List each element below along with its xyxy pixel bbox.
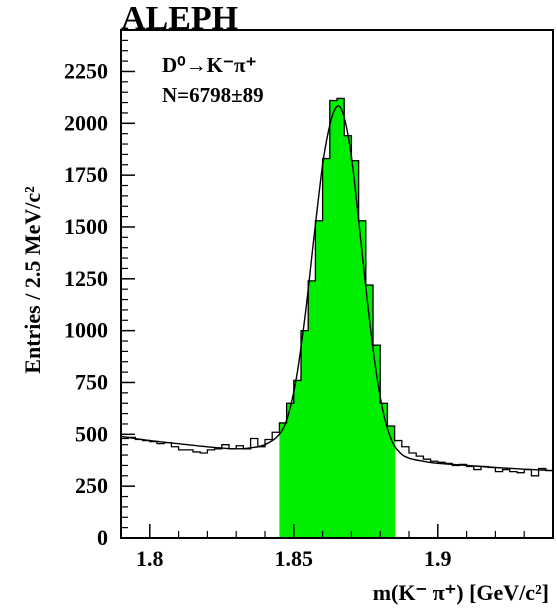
y-tick-label: 2000: [64, 110, 108, 135]
signal-bin: [322, 158, 331, 538]
signal-bin: [365, 285, 374, 538]
annotation-count: N=6798±89: [162, 83, 264, 107]
y-tick-label: 1000: [64, 318, 108, 343]
histogram-outline: [121, 97, 553, 477]
signal-bin: [279, 422, 288, 538]
y-tick-label: 0: [97, 525, 108, 550]
y-axis-label: Entries / 2.5 MeV/c²: [20, 186, 45, 374]
fit-curve-layer: [120, 105, 554, 472]
signal-bin: [329, 100, 338, 538]
signal-bin: [373, 345, 381, 538]
x-tick-label: 1.8: [136, 546, 164, 571]
signal-bin: [308, 280, 316, 538]
fit-curve: [120, 105, 554, 472]
signal-bin: [344, 135, 352, 538]
chart-title: ALEPH: [121, 0, 238, 37]
axis-ticks-layer: 0 250 500 750 1000 1250 1500 1750 2000 2250 1.8 1.8…: [64, 39, 554, 571]
annotation-decay: D⁰→K⁻π⁺: [162, 53, 257, 77]
plot-frame: [120, 29, 554, 539]
signal-bin: [351, 160, 360, 538]
histogram-layer: [121, 97, 553, 477]
x-axis-label: m(K⁻ π⁺) [GeV/c²]: [373, 580, 549, 605]
x-tick-label: 1.9: [424, 546, 452, 571]
y-tick-label: 500: [75, 421, 108, 446]
signal-bin: [301, 330, 309, 538]
y-tick-label: 1250: [64, 266, 108, 291]
signal-region-layer: [279, 98, 396, 538]
y-tick-label: 750: [75, 369, 108, 394]
signal-bin: [293, 380, 302, 538]
signal-bin: [358, 220, 367, 538]
signal-bin: [380, 403, 388, 538]
signal-bin: [286, 403, 295, 538]
signal-bin: [337, 98, 345, 538]
y-tick-label: 250: [75, 473, 108, 498]
y-tick-label: 1500: [64, 214, 108, 239]
signal-bin: [315, 220, 324, 538]
signal-bin: [387, 426, 396, 538]
x-tick-label: 1.85: [275, 546, 314, 571]
y-tick-label: 1750: [64, 162, 108, 187]
y-tick-label: 2250: [64, 58, 108, 83]
